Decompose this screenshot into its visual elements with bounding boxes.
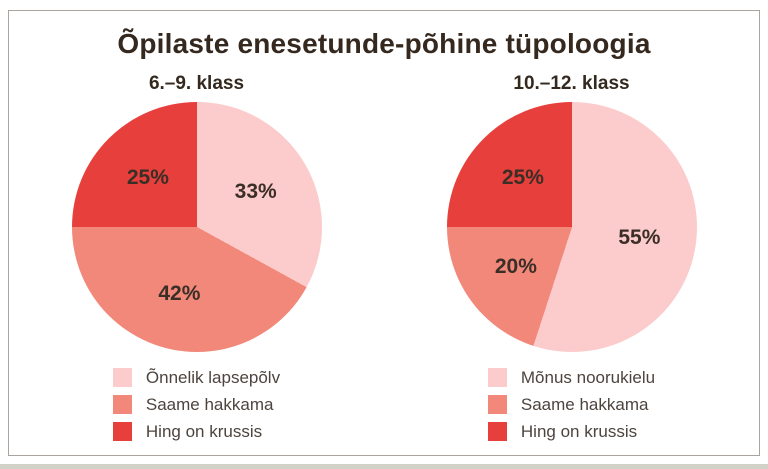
legend-label: Saame hakkama — [145, 395, 274, 414]
legend-item: Mõnus noorukielu — [487, 368, 656, 387]
legend-swatch-icon — [487, 368, 507, 387]
chart-left: 6.–9. klass 33% 42% 25% Õnnelik lapsepõl… — [9, 73, 384, 441]
pie-left-slice-label-1: 42% — [158, 281, 201, 305]
legend-label: Hing on krussis — [520, 422, 638, 441]
legend-left: Õnnelik lapsepõlv Saame hakkama Hing on … — [112, 368, 281, 441]
pie-left-slice-label-0: 33% — [234, 180, 277, 203]
legend-right: Mõnus noorukielu Saame hakkama Hing on k… — [487, 368, 656, 441]
legend-item: Hing on krussis — [487, 422, 655, 441]
charts-row: 6.–9. klass 33% 42% 25% Õnnelik lapsepõl… — [9, 73, 759, 441]
page-bottom-edge — [0, 464, 768, 469]
legend-swatch-icon — [487, 422, 507, 441]
legend-label: Õnnelik lapsepõlv — [145, 368, 281, 387]
legend-label: Mõnus noorukielu — [520, 368, 656, 387]
pie-left-slice-label-2: 25% — [126, 166, 169, 190]
legend-item: Hing on krussis — [112, 422, 280, 441]
legend-swatch-icon — [487, 395, 507, 414]
legend-swatch-icon — [112, 422, 132, 441]
pie-chart-left: 33% 42% 25% — [71, 102, 322, 352]
legend-label: Hing on krussis — [145, 422, 263, 441]
chart-left-title: 6.–9. klass — [148, 73, 245, 94]
legend-item: Õnnelik lapsepõlv — [112, 368, 281, 387]
chart-card: Õpilaste enesetunde-põhine tüpoloogia 6.… — [8, 10, 760, 456]
legend-swatch-icon — [112, 368, 132, 387]
legend-label: Saame hakkama — [520, 395, 649, 414]
legend-swatch-icon — [112, 395, 132, 414]
chart-right: 10.–12. klass 55% 20% 25% Mõnus noorukie… — [384, 73, 759, 441]
legend-item: Saame hakkama — [112, 395, 280, 414]
page-title: Õpilaste enesetunde-põhine tüpoloogia — [117, 28, 651, 59]
pie-chart-right: 55% 20% 25% — [446, 102, 697, 352]
chart-right-title: 10.–12. klass — [513, 73, 630, 94]
pie-right-slice-label-2: 25% — [501, 166, 544, 190]
legend-item: Saame hakkama — [487, 395, 655, 414]
pie-right-slice-label-1: 20% — [494, 255, 537, 279]
pie-right-slice-label-0: 55% — [618, 225, 661, 249]
